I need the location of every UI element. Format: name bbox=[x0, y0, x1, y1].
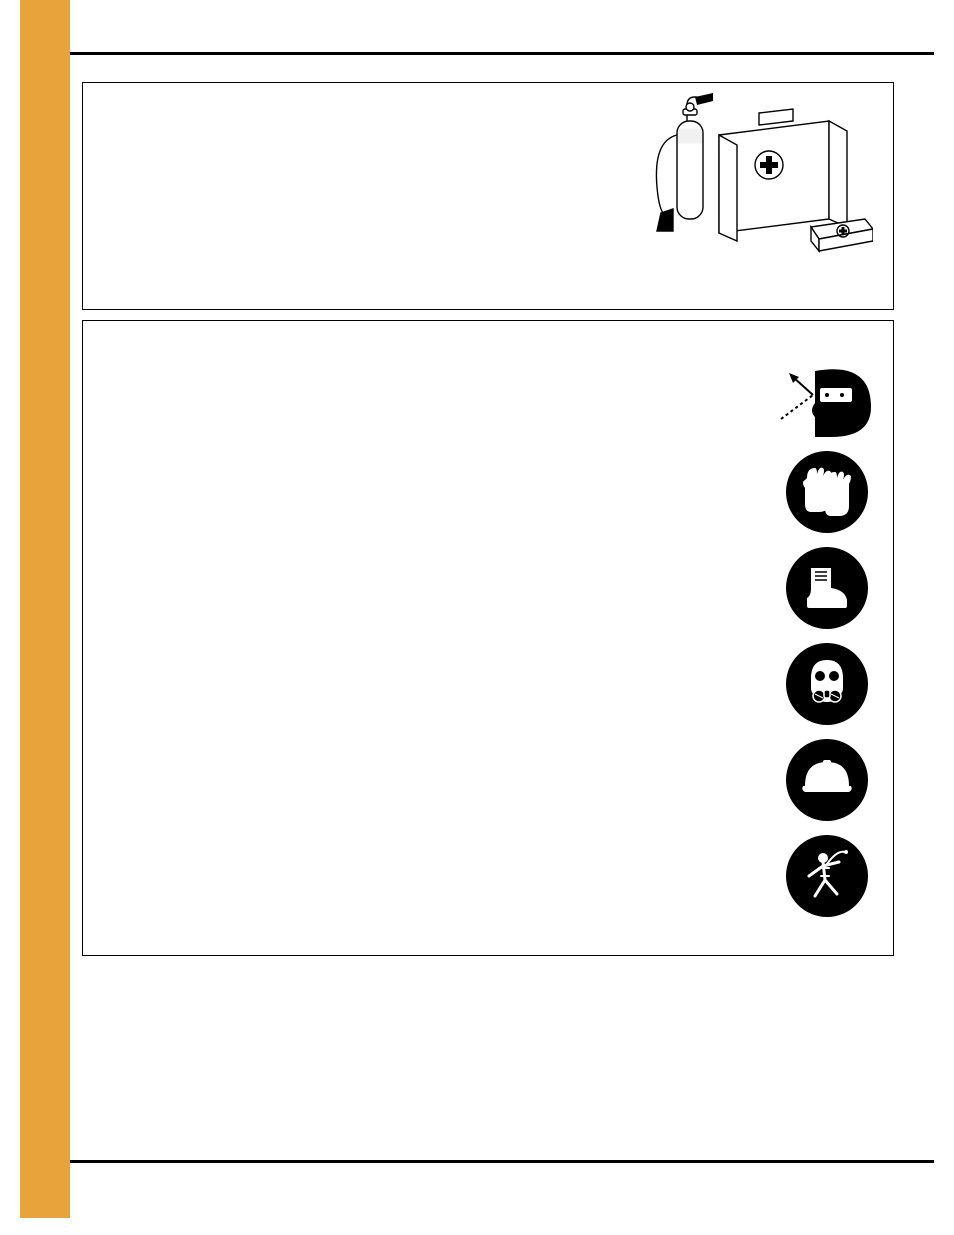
top-panel bbox=[82, 82, 894, 310]
extinguisher-firstaid-illustration bbox=[643, 91, 873, 261]
bottom-panel bbox=[82, 320, 894, 956]
safety-icons-column bbox=[779, 367, 875, 917]
first-aid-kit-small-icon bbox=[811, 219, 873, 251]
first-aid-case-icon bbox=[719, 109, 847, 241]
gloves-icon bbox=[786, 451, 868, 533]
fall-harness-icon bbox=[786, 835, 868, 917]
fire-extinguisher-icon bbox=[656, 93, 713, 231]
side-accent-bar bbox=[20, 0, 70, 1218]
eye-protection-icon bbox=[779, 367, 875, 437]
bottom-horizontal-rule bbox=[70, 1160, 934, 1163]
top-horizontal-rule bbox=[70, 52, 934, 55]
respirator-icon bbox=[786, 643, 868, 725]
hard-hat-icon bbox=[786, 739, 868, 821]
boots-icon bbox=[786, 547, 868, 629]
